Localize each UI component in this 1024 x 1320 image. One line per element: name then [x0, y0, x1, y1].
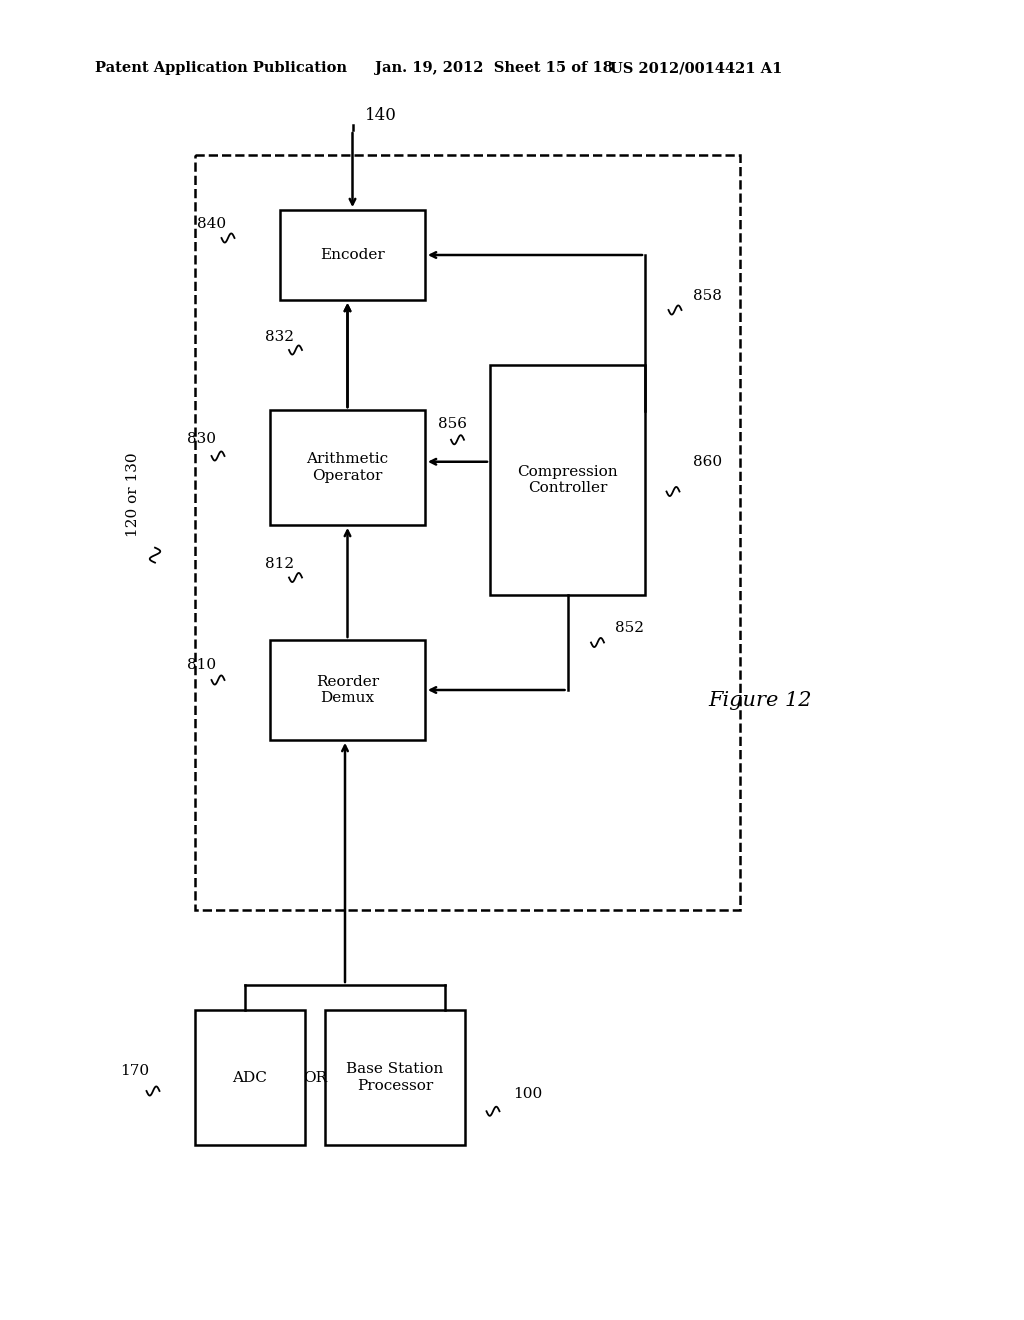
Text: Compression
Controller: Compression Controller: [517, 465, 617, 495]
Text: Encoder: Encoder: [321, 248, 385, 261]
Bar: [195, 1010, 305, 1144]
Text: 120 or 130: 120 or 130: [126, 453, 140, 537]
Text: Figure 12: Figure 12: [709, 690, 812, 710]
Text: 810: 810: [187, 657, 216, 672]
Text: 812: 812: [265, 557, 294, 572]
Text: Base Station
Processor: Base Station Processor: [346, 1063, 443, 1093]
Bar: [490, 366, 645, 595]
Text: US 2012/0014421 A1: US 2012/0014421 A1: [610, 61, 782, 75]
Text: 856: 856: [438, 417, 467, 430]
Text: 100: 100: [513, 1086, 543, 1101]
Text: ADC: ADC: [232, 1071, 267, 1085]
Bar: [325, 1010, 465, 1144]
Text: Arithmetic
Operator: Arithmetic Operator: [306, 453, 388, 483]
Bar: [195, 154, 740, 909]
Bar: [270, 640, 425, 741]
Bar: [280, 210, 425, 300]
Text: 852: 852: [615, 622, 644, 635]
Text: 170: 170: [121, 1064, 150, 1077]
Text: 830: 830: [187, 432, 216, 446]
Text: Jan. 19, 2012  Sheet 15 of 18: Jan. 19, 2012 Sheet 15 of 18: [375, 61, 613, 75]
Text: 840: 840: [198, 216, 226, 231]
Text: Reorder
Demux: Reorder Demux: [316, 675, 379, 705]
Text: 832: 832: [265, 330, 294, 345]
Text: Patent Application Publication: Patent Application Publication: [95, 61, 347, 75]
Text: 140: 140: [365, 107, 396, 124]
Text: 858: 858: [693, 289, 722, 304]
Bar: [270, 411, 425, 525]
Text: 860: 860: [693, 454, 722, 469]
Text: OR: OR: [303, 1071, 327, 1085]
